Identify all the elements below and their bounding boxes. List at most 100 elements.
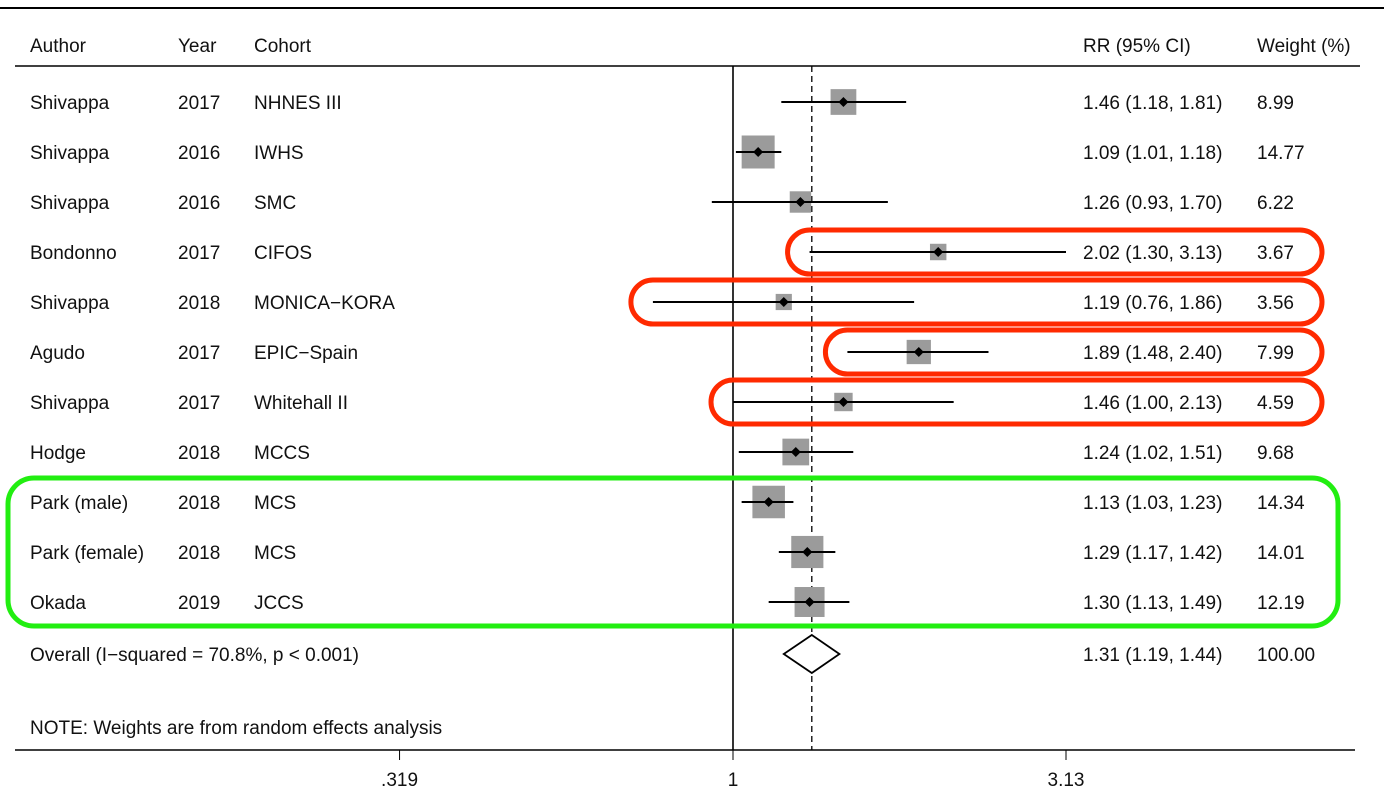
point-estimate-marker (838, 97, 849, 107)
x-axis-ticks: .319 1 3.13 (381, 750, 1084, 791)
study-weight: 4.59 (1257, 393, 1294, 414)
study-row: Shivappa 2016 IWHS 1.09 (1.01, 1.18) 14.77 (30, 135, 1305, 169)
study-cohort: SMC (254, 193, 296, 214)
study-rr-ci: 1.46 (1.18, 1.81) (1083, 93, 1222, 114)
red-highlight-box (822, 327, 1325, 377)
overall-rr-ci: 1.31 (1.19, 1.44) (1083, 645, 1222, 666)
study-author: Bondonno (30, 243, 117, 264)
study-weight: 12.19 (1257, 593, 1305, 614)
header-cohort: Cohort (254, 36, 312, 57)
study-year: 2016 (178, 193, 220, 214)
study-rr-ci: 1.89 (1.48, 2.40) (1083, 343, 1222, 364)
note-text: NOTE: Weights are from random effects an… (30, 718, 442, 739)
overall-row: Overall (I−squared = 70.8%, p < 0.001) 1.… (30, 633, 1315, 675)
study-rr-ci: 1.30 (1.13, 1.49) (1083, 593, 1222, 614)
study-weight: 14.34 (1257, 493, 1305, 514)
study-author: Okada (30, 593, 86, 614)
overall-diamond (782, 633, 842, 675)
study-weight: 7.99 (1257, 343, 1294, 364)
study-year: 2018 (178, 543, 220, 564)
study-rr-ci: 1.13 (1.03, 1.23) (1083, 493, 1222, 514)
point-estimate-marker (804, 597, 815, 607)
study-row: Bondonno 2017 CIFOS 2.02 (1.30, 3.13) 3.67 (30, 243, 1294, 264)
study-year: 2016 (178, 143, 220, 164)
green-highlight-box (5, 475, 1341, 629)
point-estimate-marker (838, 397, 849, 407)
point-estimate-marker (802, 547, 813, 557)
study-rr-ci: 1.24 (1.02, 1.51) (1083, 443, 1222, 464)
study-cohort: IWHS (254, 143, 304, 164)
study-row: Shivappa 2017 Whitehall II 1.46 (1.00, 2.13… (30, 392, 1294, 414)
study-rows: Shivappa 2017 NHNES III 1.46 (1.18, 1.81) 8.… (30, 89, 1305, 617)
study-cohort: CIFOS (254, 243, 312, 264)
point-estimate-marker (763, 497, 774, 507)
study-author: Agudo (30, 343, 85, 364)
study-weight: 14.77 (1257, 143, 1305, 164)
study-year: 2018 (178, 293, 220, 314)
study-author: Park (male) (30, 493, 128, 514)
study-row: Shivappa 2018 MONICA−KORA 1.19 (0.76, 1.86)… (30, 293, 1294, 314)
study-rr-ci: 1.29 (1.17, 1.42) (1083, 543, 1222, 564)
red-highlight-box (785, 227, 1325, 277)
study-rr-ci: 1.09 (1.01, 1.18) (1083, 143, 1222, 164)
x-tick-label: 3.13 (1048, 770, 1085, 791)
study-row: Shivappa 2017 NHNES III 1.46 (1.18, 1.81) 8.… (30, 89, 1294, 115)
study-row: Hodge 2018 MCCS 1.24 (1.02, 1.51) 9.68 (30, 438, 1294, 466)
study-row: Shivappa 2016 SMC 1.26 (0.93, 1.70) 6.22 (30, 191, 1294, 214)
header-rr: RR (95% CI) (1083, 36, 1191, 57)
study-author: Hodge (30, 443, 86, 464)
study-year: 2018 (178, 443, 220, 464)
study-rr-ci: 1.19 (0.76, 1.86) (1083, 293, 1222, 314)
study-weight: 9.68 (1257, 443, 1294, 464)
study-author: Shivappa (30, 293, 110, 314)
study-row: Okada 2019 JCCS 1.30 (1.13, 1.49) 12.19 (30, 587, 1305, 617)
point-estimate-marker (795, 197, 806, 207)
study-author: Shivappa (30, 143, 110, 164)
study-cohort: NHNES III (254, 93, 342, 114)
study-rr-ci: 1.26 (0.93, 1.70) (1083, 193, 1222, 214)
highlight-boxes (5, 227, 1341, 629)
study-author: Shivappa (30, 93, 110, 114)
study-rr-ci: 2.02 (1.30, 3.13) (1083, 243, 1222, 264)
study-author: Shivappa (30, 393, 110, 414)
study-year: 2017 (178, 243, 220, 264)
point-estimate-marker (913, 347, 924, 357)
study-author: Park (female) (30, 543, 144, 564)
header-author: Author (30, 36, 87, 57)
study-cohort: MCCS (254, 443, 310, 464)
study-author: Shivappa (30, 193, 110, 214)
x-tick-label: 1 (728, 770, 739, 791)
study-year: 2018 (178, 493, 220, 514)
study-year: 2017 (178, 93, 220, 114)
point-estimate-marker (933, 247, 944, 257)
study-cohort: JCCS (254, 593, 304, 614)
study-weight: 6.22 (1257, 193, 1294, 214)
study-row: Park (female) 2018 MCS 1.29 (1.17, 1.42) 14.… (30, 535, 1305, 569)
study-weight: 8.99 (1257, 93, 1294, 114)
x-tick-label: .319 (381, 770, 418, 791)
study-row: Agudo 2017 EPIC−Spain 1.89 (1.48, 2.40) 7.99 (30, 339, 1294, 365)
study-cohort: MCS (254, 493, 296, 514)
study-weight: 14.01 (1257, 543, 1305, 564)
study-cohort: EPIC−Spain (254, 343, 358, 364)
study-year: 2019 (178, 593, 220, 614)
study-weight: 3.67 (1257, 243, 1294, 264)
study-row: Park (male) 2018 MCS 1.13 (1.03, 1.23) 14.34 (30, 485, 1305, 519)
point-estimate-marker (778, 297, 789, 307)
study-rr-ci: 1.46 (1.00, 2.13) (1083, 393, 1222, 414)
study-year: 2017 (178, 393, 220, 414)
point-estimate-marker (753, 147, 764, 157)
header-year: Year (178, 36, 217, 57)
red-highlight-box (628, 277, 1325, 327)
study-year: 2017 (178, 343, 220, 364)
red-highlight-box (708, 377, 1325, 427)
overall-label: Overall (I−squared = 70.8%, p < 0.001) (30, 645, 359, 666)
study-cohort: Whitehall II (254, 393, 348, 414)
study-cohort: MONICA−KORA (254, 293, 395, 314)
study-weight: 3.56 (1257, 293, 1294, 314)
point-estimate-marker (790, 447, 801, 457)
header-weight: Weight (%) (1257, 36, 1351, 57)
study-cohort: MCS (254, 543, 296, 564)
overall-weight: 100.00 (1257, 645, 1315, 666)
